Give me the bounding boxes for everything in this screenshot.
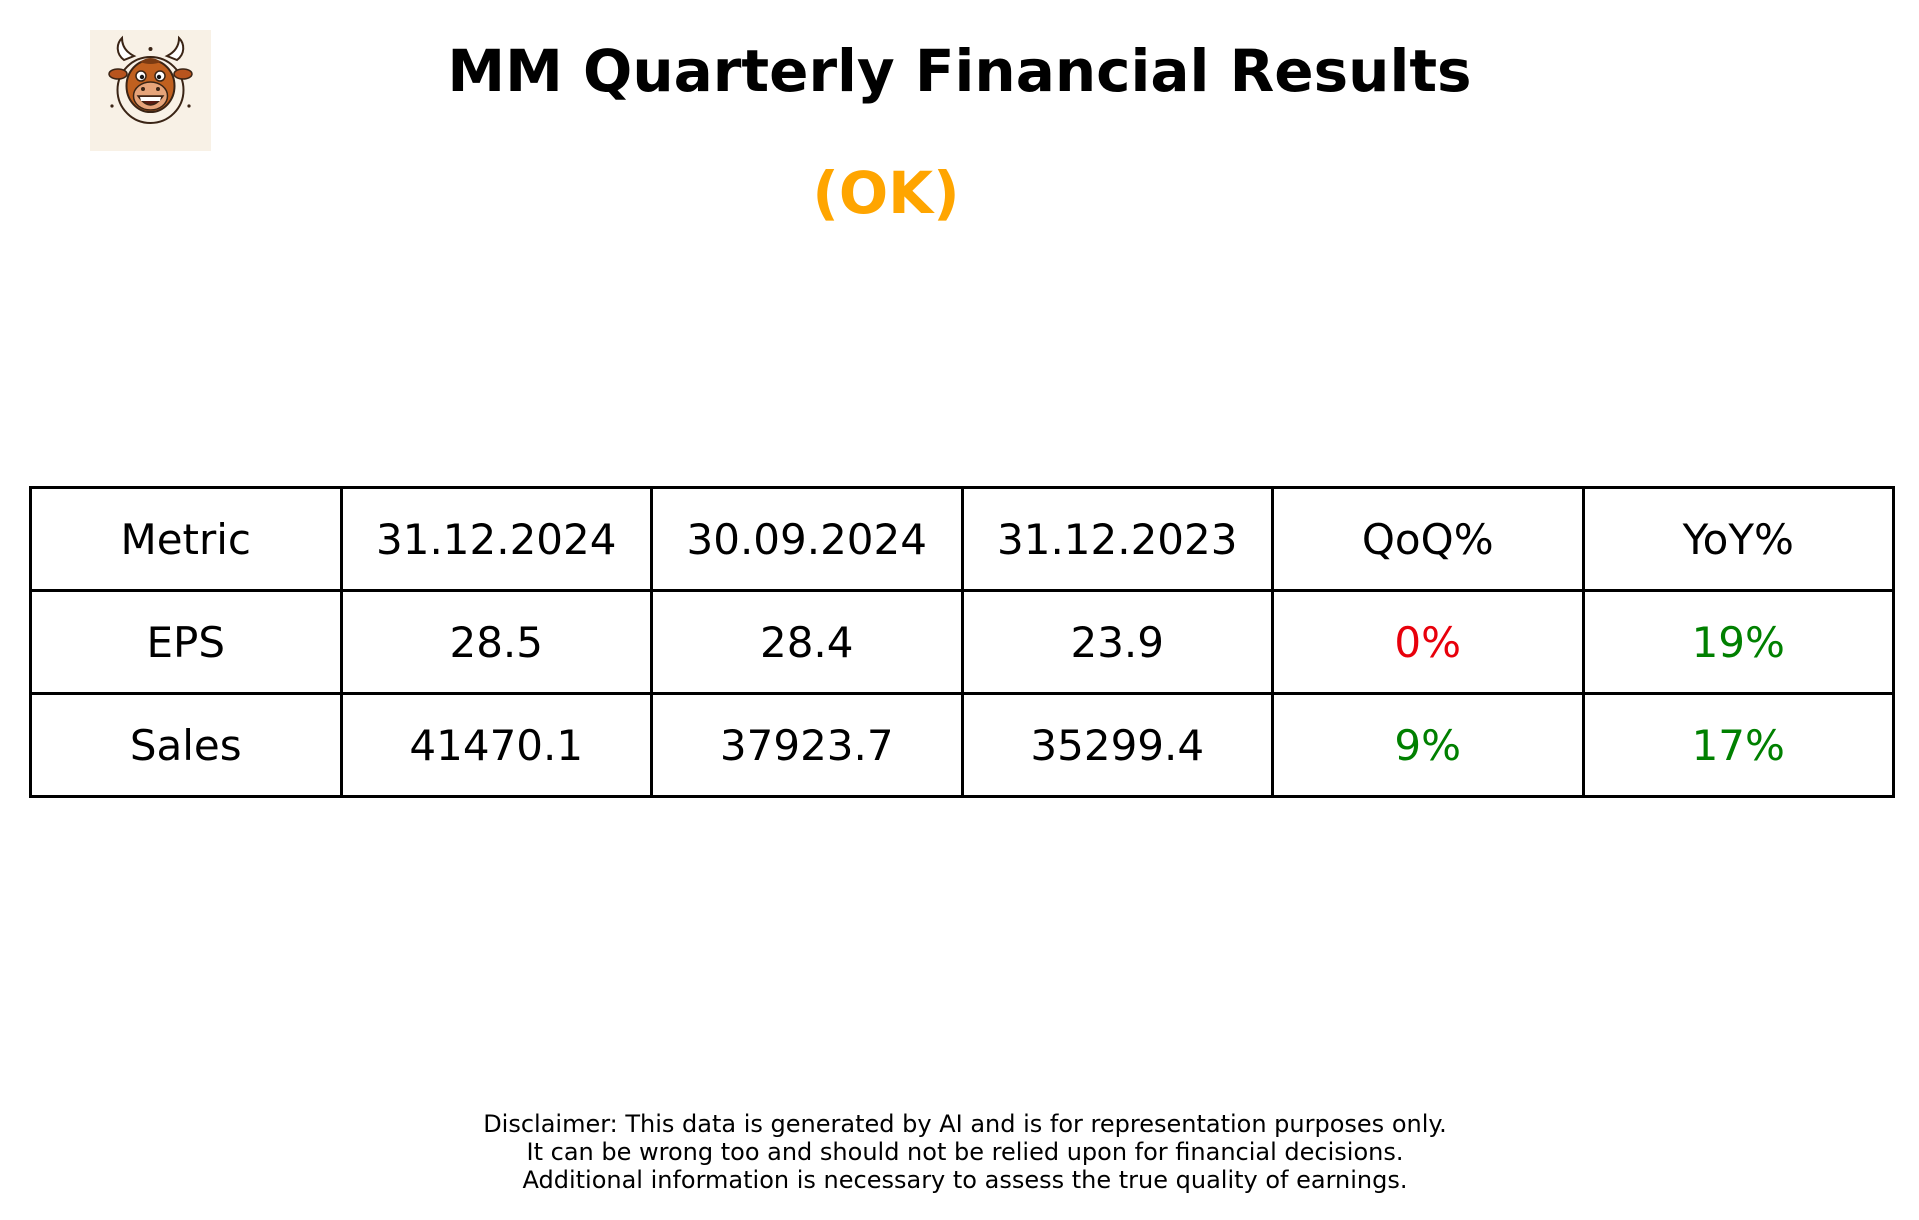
- table-cell: 28.5: [339, 589, 653, 695]
- bull-mascot-icon: [108, 35, 193, 124]
- table-row: EPS 28.5 28.4 23.9 0% 19%: [29, 589, 1895, 695]
- disclaimer: Disclaimer: This data is generated by AI…: [0, 1110, 1919, 1194]
- column-header: Metric: [29, 486, 343, 592]
- metric-name-cell: Sales: [29, 692, 343, 798]
- table-cell: 37923.7: [650, 692, 964, 798]
- table-cell: 35299.4: [960, 692, 1274, 798]
- table-cell: 0%: [1271, 589, 1585, 695]
- disclaimer-line: It can be wrong too and should not be re…: [526, 1138, 1404, 1166]
- table-row: Sales 41470.1 37923.7 35299.4 9% 17%: [29, 692, 1895, 798]
- table-cell: 41470.1: [339, 692, 653, 798]
- disclaimer-line: Additional information is necessary to a…: [522, 1166, 1408, 1194]
- table-header-row: Metric 31.12.2024 30.09.2024 31.12.2023 QoQ%…: [29, 486, 1895, 592]
- table-cell: 19%: [1581, 589, 1895, 695]
- table-cell: 9%: [1271, 692, 1585, 798]
- metric-name-cell: EPS: [29, 589, 343, 695]
- column-header: 30.09.2024: [650, 486, 964, 592]
- rating-label: (OK): [812, 159, 960, 227]
- column-header: QoQ%: [1271, 486, 1585, 592]
- results-table: Metric 31.12.2024 30.09.2024 31.12.2023 QoQ%…: [29, 486, 1895, 798]
- column-header: 31.12.2024: [339, 486, 653, 592]
- page-title: MM Quarterly Financial Results: [447, 37, 1472, 105]
- disclaimer-line: Disclaimer: This data is generated by AI…: [483, 1110, 1447, 1138]
- earnings-pulse-logo: [90, 30, 211, 151]
- table-cell: 23.9: [960, 589, 1274, 695]
- column-header: 31.12.2023: [960, 486, 1274, 592]
- table-cell: 17%: [1581, 692, 1895, 798]
- column-header: YoY%: [1581, 486, 1895, 592]
- table-cell: 28.4: [650, 589, 964, 695]
